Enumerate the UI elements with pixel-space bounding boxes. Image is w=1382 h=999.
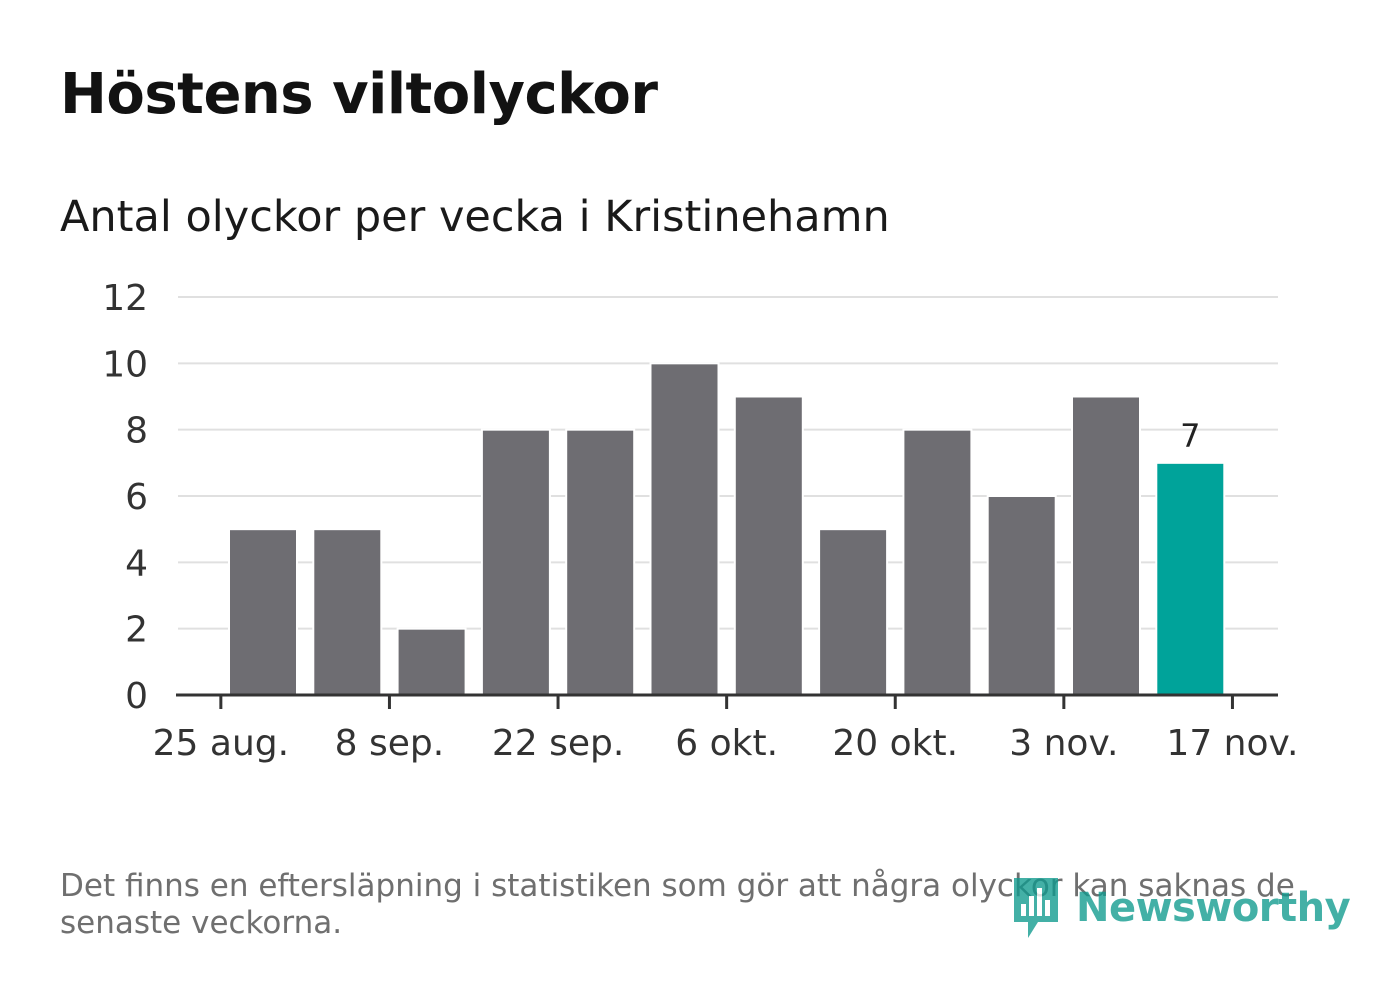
x-tick-label: 6 okt.	[675, 723, 778, 764]
logo-text: Newsworthy	[1076, 885, 1351, 931]
bar-chart: 0 2 4 6 8 10 12 7 25 aug. 8 sep. 22 sep. 6 okt. 20 o…	[102, 278, 1298, 764]
x-tick-label: 22 sep.	[492, 723, 624, 764]
bar	[1071, 395, 1141, 696]
bar	[480, 428, 551, 696]
y-tick-label: 4	[125, 543, 148, 584]
footnote: Det finns en eftersläpning i statistiken…	[60, 868, 1295, 941]
x-tick-label: 25 aug.	[153, 723, 289, 764]
y-tick-label: 6	[125, 477, 148, 518]
chart-subtitle: Antal olyckor per vecka i Kristinehamn	[60, 192, 890, 242]
bar	[818, 528, 889, 697]
chart-title: Höstens viltolyckor	[60, 62, 658, 127]
bar	[649, 362, 720, 696]
x-tick-label: 20 okt.	[832, 723, 958, 764]
y-tick-label: 8	[125, 411, 148, 452]
bar	[228, 528, 298, 697]
bar-highlight	[1155, 461, 1226, 697]
y-tick-label: 0	[125, 676, 148, 717]
newsworthy-chart-icon	[1014, 878, 1058, 938]
x-tick-label: 8 sep.	[335, 723, 445, 764]
y-tick-label: 12	[102, 278, 148, 319]
x-tick-label: 17 nov.	[1166, 723, 1298, 764]
bar-value-label: 7	[1180, 417, 1200, 455]
bar	[565, 428, 636, 696]
bar	[312, 528, 383, 697]
x-tick-label: 3 nov.	[1009, 723, 1118, 764]
bar	[986, 495, 1057, 696]
bar	[396, 627, 467, 697]
bar	[902, 428, 973, 696]
y-tick-label: 10	[102, 344, 148, 385]
bar	[733, 395, 804, 696]
newsworthy-logo: Newsworthy	[1010, 874, 1351, 942]
y-tick-label: 2	[125, 610, 148, 651]
